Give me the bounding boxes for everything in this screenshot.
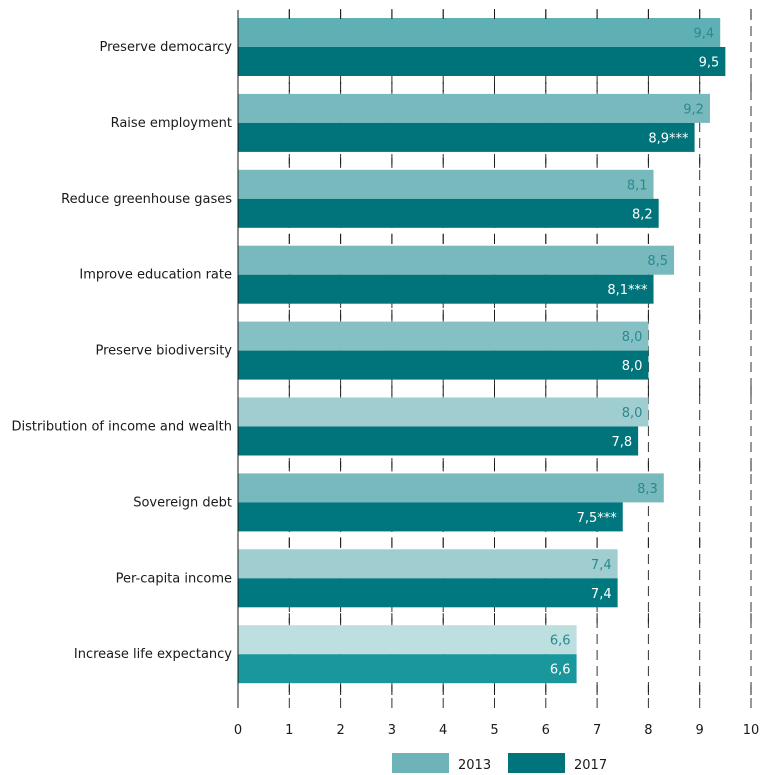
bar-2013-6	[238, 473, 664, 503]
x-tick-label-8: 8	[644, 723, 652, 738]
x-tick-label-7: 7	[593, 723, 601, 738]
category-label-6: Sovereign debt	[133, 495, 232, 510]
x-tick-label-10: 10	[743, 723, 760, 738]
data-label-2013-5: 8,0	[622, 406, 643, 421]
x-tick-label-6: 6	[542, 723, 550, 738]
data-label-2013-7: 7,4	[591, 558, 612, 573]
data-label-2013-8: 6,6	[550, 634, 571, 649]
legend-swatch-2013	[392, 753, 449, 773]
bar-2013-1	[238, 93, 710, 123]
data-label-2013-4: 8,0	[622, 330, 643, 345]
data-label-2013-2: 8,1	[627, 178, 648, 193]
x-tick-label-2: 2	[336, 723, 344, 738]
data-label-2017-5: 7,8	[611, 435, 632, 450]
bar-2013-8	[238, 625, 577, 655]
bar-2017-8	[238, 654, 577, 684]
category-label-0: Preserve democarcy	[100, 40, 233, 55]
bar-2013-0	[238, 18, 721, 47]
bar-2013-3	[238, 245, 675, 275]
bar-2013-5	[238, 397, 649, 427]
bar-2017-1	[238, 122, 695, 152]
bar-2017-3	[238, 274, 654, 304]
bars: 9,4 9,5 9,2 8,9*** 8,1 8,2 8,5 8,1*** 8,0 8,0 8,0 7…	[238, 18, 726, 684]
data-label-2013-0: 9,4	[694, 27, 715, 42]
category-label-5: Distribution of income and wealth	[11, 420, 232, 435]
category-label-3: Improve education rate	[79, 268, 232, 283]
x-tick-label-0: 0	[234, 723, 242, 738]
data-label-2017-1: 8,9***	[648, 131, 689, 146]
bar-2017-7	[238, 578, 618, 608]
data-label-2013-3: 8,5	[647, 254, 668, 269]
legend-label-2013: 2013	[458, 758, 491, 773]
data-label-2017-0: 9,5	[699, 56, 720, 71]
data-label-2017-2: 8,2	[632, 207, 653, 222]
category-label-4: Preserve biodiversity	[96, 344, 233, 359]
x-tick-label-5: 5	[490, 723, 498, 738]
bar-2013-4	[238, 321, 649, 351]
data-label-2013-1: 9,2	[683, 102, 704, 117]
data-label-2017-8: 6,6	[550, 663, 571, 678]
bar-2017-0	[238, 47, 726, 76]
x-tick-label-4: 4	[439, 723, 447, 738]
data-label-2017-3: 8,1***	[607, 283, 648, 298]
axes: Preserve democarcy Raise employment Reduce…	[11, 9, 759, 738]
bar-2013-2	[238, 169, 654, 199]
bar-2017-2	[238, 198, 659, 228]
legend: 2013 2017	[392, 753, 607, 773]
data-label-2017-4: 8,0	[622, 359, 643, 374]
bar-2017-4	[238, 350, 649, 380]
x-tick-label-1: 1	[285, 723, 293, 738]
legend-swatch-2017	[508, 753, 565, 773]
category-label-7: Per-capita income	[116, 571, 232, 586]
category-label-2: Reduce greenhouse gases	[61, 192, 232, 207]
data-label-2017-6: 7,5***	[577, 511, 618, 526]
x-tick-label-9: 9	[696, 723, 704, 738]
bar-2013-7	[238, 549, 618, 579]
category-label-8: Increase life expectancy	[74, 647, 232, 662]
bar-2017-6	[238, 502, 623, 532]
data-label-2013-6: 8,3	[637, 482, 658, 497]
category-label-1: Raise employment	[111, 116, 232, 131]
bar-2017-5	[238, 426, 639, 456]
legend-label-2017: 2017	[574, 758, 607, 773]
data-label-2017-7: 7,4	[591, 587, 612, 602]
x-tick-label-3: 3	[388, 723, 396, 738]
